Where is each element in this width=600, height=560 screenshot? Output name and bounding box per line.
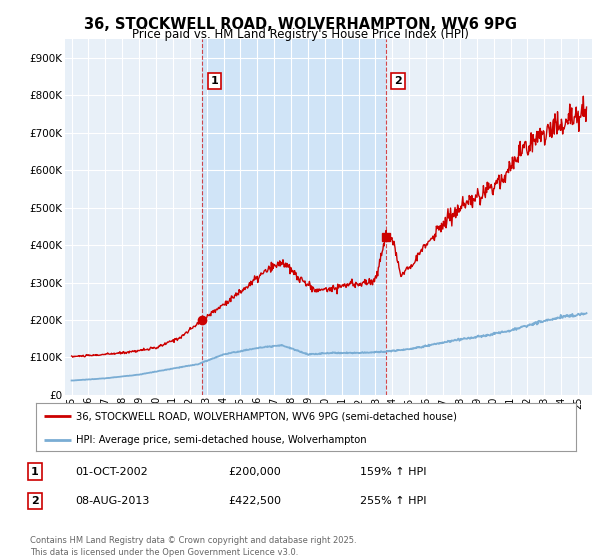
Text: 159% ↑ HPI: 159% ↑ HPI (360, 466, 427, 477)
Text: £200,000: £200,000 (228, 466, 281, 477)
Text: 01-OCT-2002: 01-OCT-2002 (75, 466, 148, 477)
Text: 36, STOCKWELL ROAD, WOLVERHAMPTON, WV6 9PG (semi-detached house): 36, STOCKWELL ROAD, WOLVERHAMPTON, WV6 9… (77, 411, 457, 421)
Text: 1: 1 (211, 76, 218, 86)
Text: Contains HM Land Registry data © Crown copyright and database right 2025.
This d: Contains HM Land Registry data © Crown c… (30, 536, 356, 557)
Text: 08-AUG-2013: 08-AUG-2013 (75, 496, 149, 506)
Text: Price paid vs. HM Land Registry's House Price Index (HPI): Price paid vs. HM Land Registry's House … (131, 28, 469, 41)
Text: 36, STOCKWELL ROAD, WOLVERHAMPTON, WV6 9PG: 36, STOCKWELL ROAD, WOLVERHAMPTON, WV6 9… (83, 17, 517, 32)
Text: 1: 1 (31, 466, 38, 477)
Text: 2: 2 (31, 496, 38, 506)
Text: 2: 2 (394, 76, 402, 86)
Text: £422,500: £422,500 (228, 496, 281, 506)
Text: HPI: Average price, semi-detached house, Wolverhampton: HPI: Average price, semi-detached house,… (77, 435, 367, 445)
Bar (202, 39, 386, 395)
Text: 255% ↑ HPI: 255% ↑ HPI (360, 496, 427, 506)
